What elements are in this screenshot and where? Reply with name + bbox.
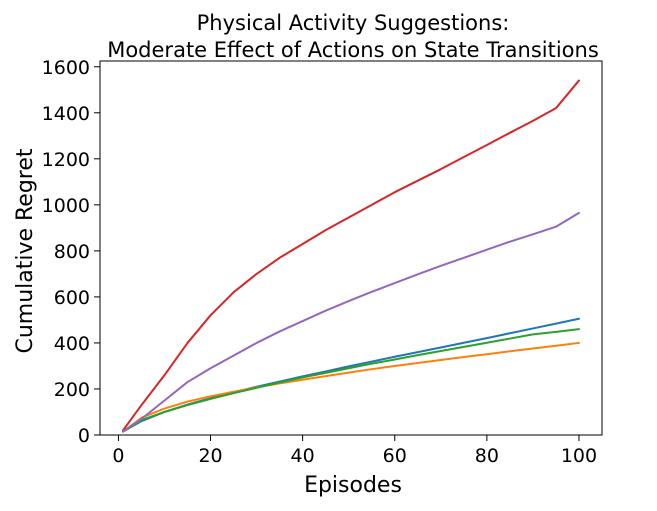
series-layer <box>122 79 580 433</box>
series-line-5 <box>122 211 580 433</box>
y-tick-label: 400 <box>54 333 90 355</box>
x-tick-label: 80 <box>475 445 499 467</box>
series-line-4 <box>122 79 580 432</box>
chart-title-line-2: Moderate Effect of Actions on State Tran… <box>107 38 599 62</box>
x-axis-label: Episodes <box>304 473 402 498</box>
tick-layer: 0 20 40 60 80 1000200400600800100012001400160… <box>42 57 597 467</box>
chart-title-line-1: Physical Activity Suggestions: <box>197 11 510 35</box>
y-tick-label: 1400 <box>42 103 90 125</box>
x-tick-label: 100 <box>561 445 597 467</box>
y-tick-label: 800 <box>54 241 90 263</box>
y-tick-label: 1000 <box>42 195 90 217</box>
series-line-3 <box>122 328 580 433</box>
x-tick-label: 20 <box>198 445 222 467</box>
y-tick-label: 200 <box>54 379 90 401</box>
x-tick-label: 40 <box>291 445 315 467</box>
plot-frame <box>99 60 603 436</box>
y-tick-label: 1200 <box>42 149 90 171</box>
y-tick-label: 0 <box>78 425 90 447</box>
y-tick-label: 1600 <box>42 57 90 79</box>
y-axis-label: Cumulative Regret <box>13 148 38 353</box>
y-tick-label: 600 <box>54 287 90 309</box>
series-line-2 <box>122 341 580 433</box>
series-line-1 <box>122 317 580 433</box>
axes-layer <box>99 60 603 436</box>
x-tick-label: 0 <box>112 445 124 467</box>
chart-title: Physical Activity Suggestions: Moderate … <box>107 11 599 62</box>
x-tick-label: 60 <box>383 445 407 467</box>
